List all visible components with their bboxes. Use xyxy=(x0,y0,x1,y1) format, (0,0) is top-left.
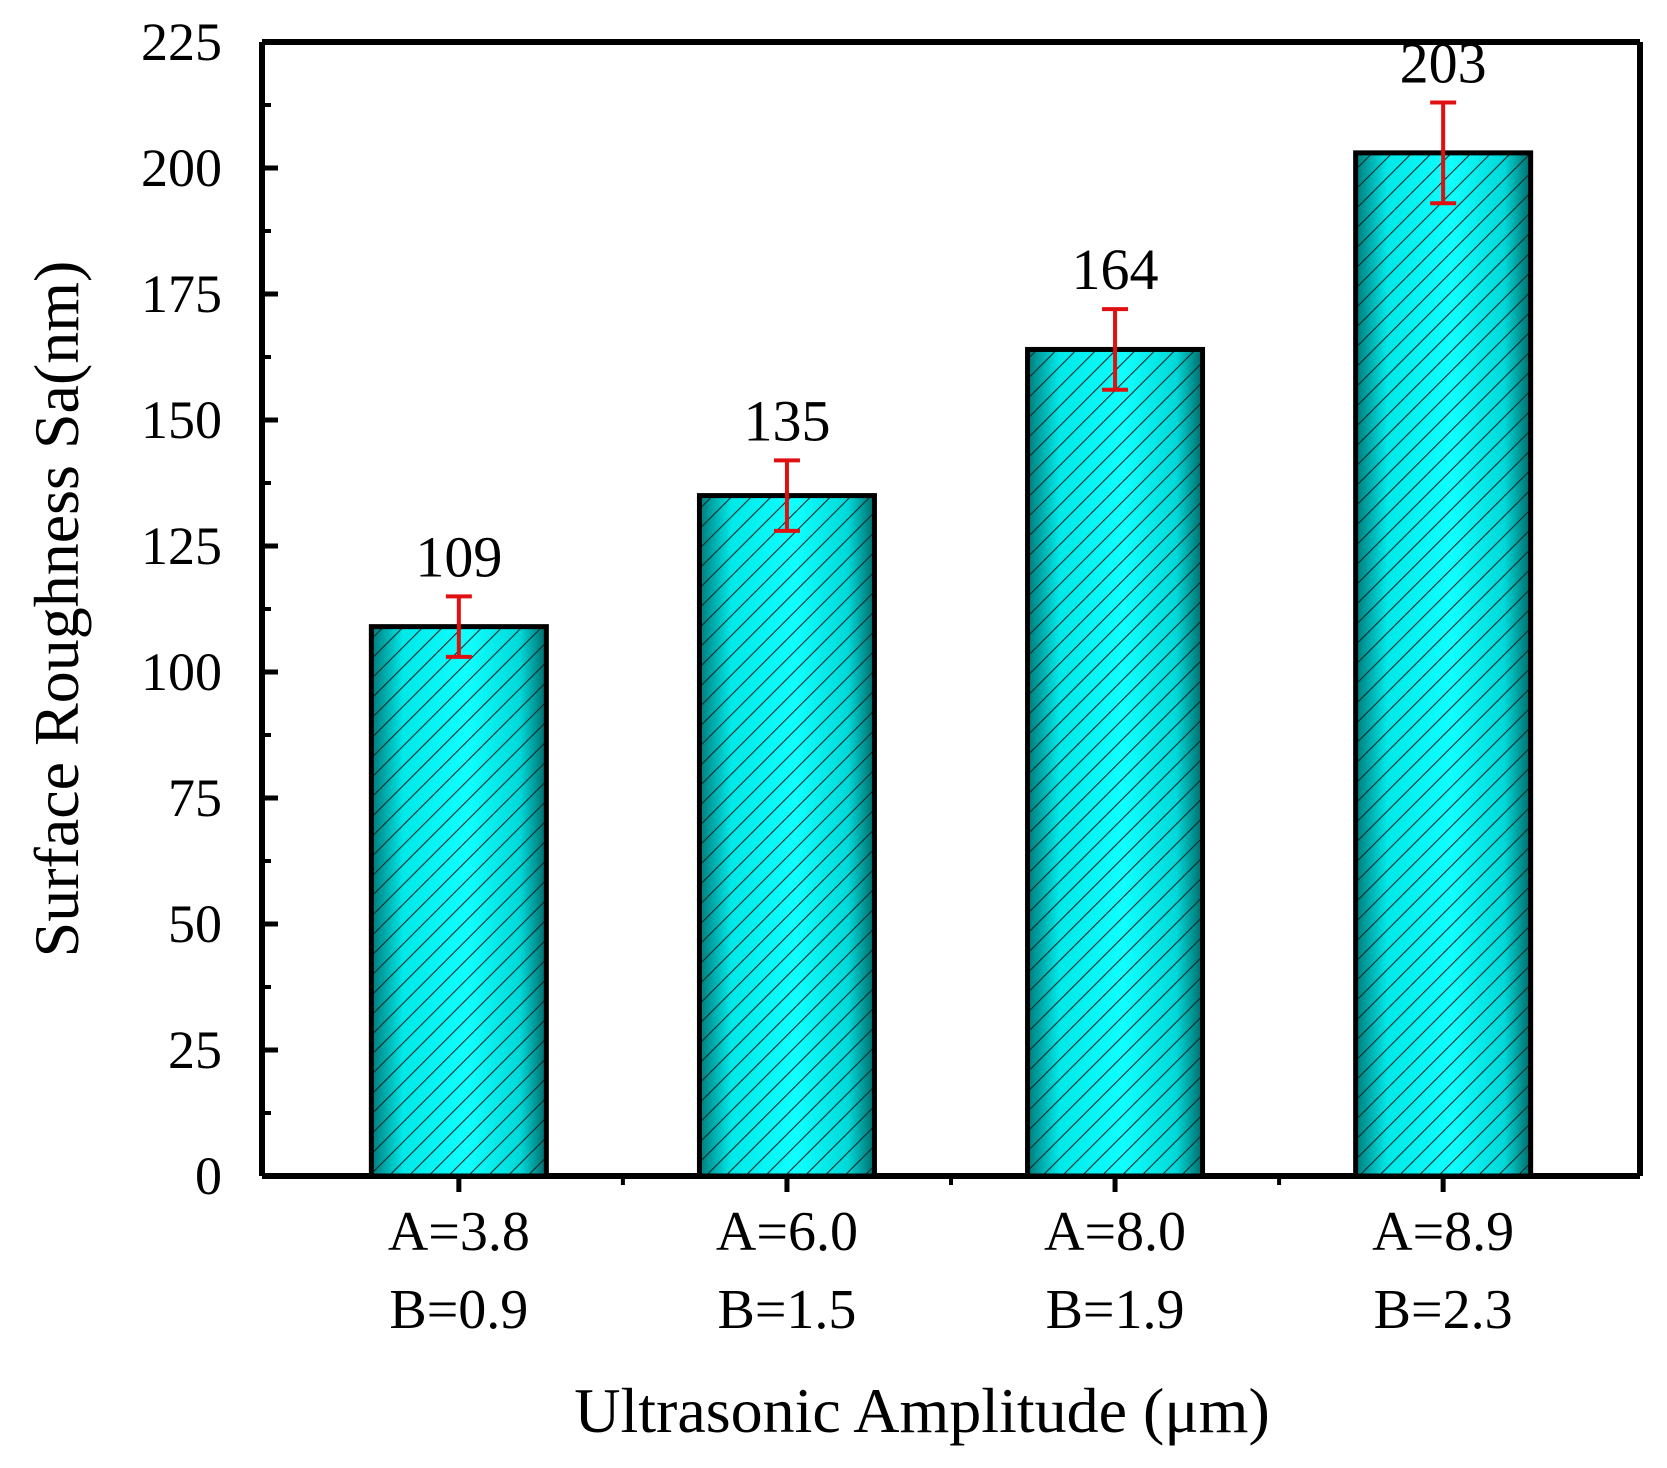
x-tick-label-line1: A=3.8 xyxy=(388,1201,530,1263)
data-label: 203 xyxy=(1400,30,1487,95)
x-tick-label-line2: B=0.9 xyxy=(389,1279,528,1341)
bar xyxy=(696,493,877,1179)
y-tick-label: 100 xyxy=(141,642,222,702)
value-labels-group: 109 135 164 203 xyxy=(415,30,1486,589)
data-label: 164 xyxy=(1072,237,1159,302)
data-label: 109 xyxy=(415,524,502,589)
y-tick-label: 225 xyxy=(141,12,222,72)
y-tick-label: 150 xyxy=(141,390,222,450)
x-axis-title: Ultrasonic Amplitude (μm) xyxy=(574,1375,1270,1446)
x-tick-label-line1: A=6.0 xyxy=(716,1201,858,1263)
y-axis-title: Surface Roughness Sa(nm) xyxy=(21,261,92,958)
x-tick-label-line1: A=8.9 xyxy=(1372,1201,1514,1263)
bar xyxy=(1353,150,1534,1179)
y-tick-label: 75 xyxy=(168,768,222,828)
bar xyxy=(368,624,549,1179)
x-tick-label-line2: B=1.5 xyxy=(717,1279,856,1341)
y-axis-ticks: 0 25 50 75 100 125 150 175 200 225 xyxy=(141,12,278,1206)
bar xyxy=(1025,346,1206,1179)
bars-group xyxy=(368,150,1534,1179)
y-tick-label: 125 xyxy=(141,516,222,576)
y-tick-label: 50 xyxy=(168,894,222,954)
x-tick-label-line1: A=8.0 xyxy=(1044,1201,1186,1263)
error-bars-group xyxy=(445,100,1457,659)
x-tick-label-line2: B=1.9 xyxy=(1046,1279,1185,1341)
y-tick-label: 175 xyxy=(141,264,222,324)
x-tick-label-line2: B=2.3 xyxy=(1374,1279,1513,1341)
y-tick-label: 200 xyxy=(141,138,222,198)
y-tick-label: 0 xyxy=(195,1146,222,1206)
x-axis-ticks xyxy=(456,1176,1446,1192)
y-tick-label: 25 xyxy=(168,1020,222,1080)
category-labels-group: A=3.8 B=0.9 A=6.0 B=1.5 A=8.0 B=1.9 A=8.9 B=2.3 xyxy=(388,1201,1514,1341)
data-label: 135 xyxy=(743,388,830,453)
